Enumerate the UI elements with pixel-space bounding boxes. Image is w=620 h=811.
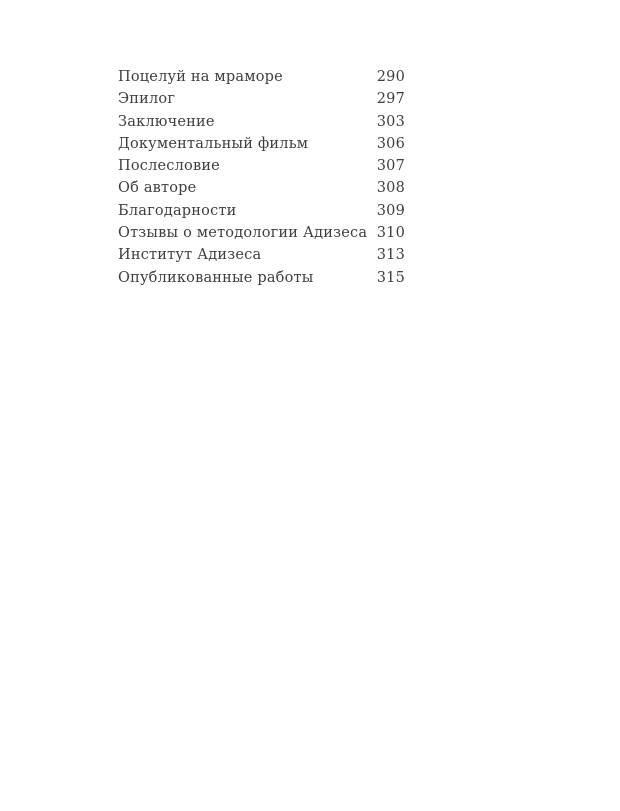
- toc-entry-title: Благодарности: [118, 202, 237, 219]
- toc-entry-page-number: 313: [376, 247, 405, 264]
- toc-entry-page-number: 307: [376, 158, 405, 175]
- toc-entry-title: Опубликованные работы: [118, 269, 314, 286]
- toc-row: Документальный фильм 306: [118, 133, 405, 155]
- toc-row: Институт Адизеса 313: [118, 244, 405, 266]
- toc-entry-title: Послесловие: [118, 158, 220, 175]
- toc-row: Заключение 303: [118, 111, 405, 133]
- toc-entry-page-number: 308: [376, 180, 405, 197]
- toc-entry-page-number: 310: [376, 225, 405, 242]
- toc-entry-title: Заключение: [118, 113, 215, 130]
- toc-row: Благодарности 309: [118, 200, 405, 222]
- toc-entry-page-number: 306: [376, 135, 405, 152]
- toc-entry-page-number: 315: [376, 269, 405, 286]
- toc-entry-page-number: 309: [376, 202, 405, 219]
- toc-entry-title: Поцелуй на мраморе: [118, 69, 283, 85]
- toc-entry-page-number: 303: [376, 113, 405, 130]
- toc-row: Об авторе 308: [118, 177, 405, 199]
- toc-row: Послесловие 307: [118, 155, 405, 177]
- toc-entry-page-number: 290: [376, 69, 405, 85]
- toc-entry-title: Отзывы о методологии Адизеса: [118, 225, 368, 242]
- toc-entry-page-number: 297: [376, 91, 405, 108]
- toc-row: Отзывы о методологии Адизеса 310: [118, 222, 405, 244]
- toc-row: Опубликованные работы 315: [118, 267, 405, 289]
- table-of-contents: Поцелуй на мраморе 290 Эпилог 297 Заключ…: [118, 66, 405, 289]
- toc-row: Эпилог 297: [118, 88, 405, 110]
- toc-entry-title: Об авторе: [118, 180, 197, 197]
- toc-entry-title: Документальный фильм: [118, 135, 309, 152]
- toc-entry-title: Институт Адизеса: [118, 247, 262, 264]
- toc-entry-title: Эпилог: [118, 91, 176, 108]
- toc-row: Поцелуй на мраморе 290: [118, 66, 405, 88]
